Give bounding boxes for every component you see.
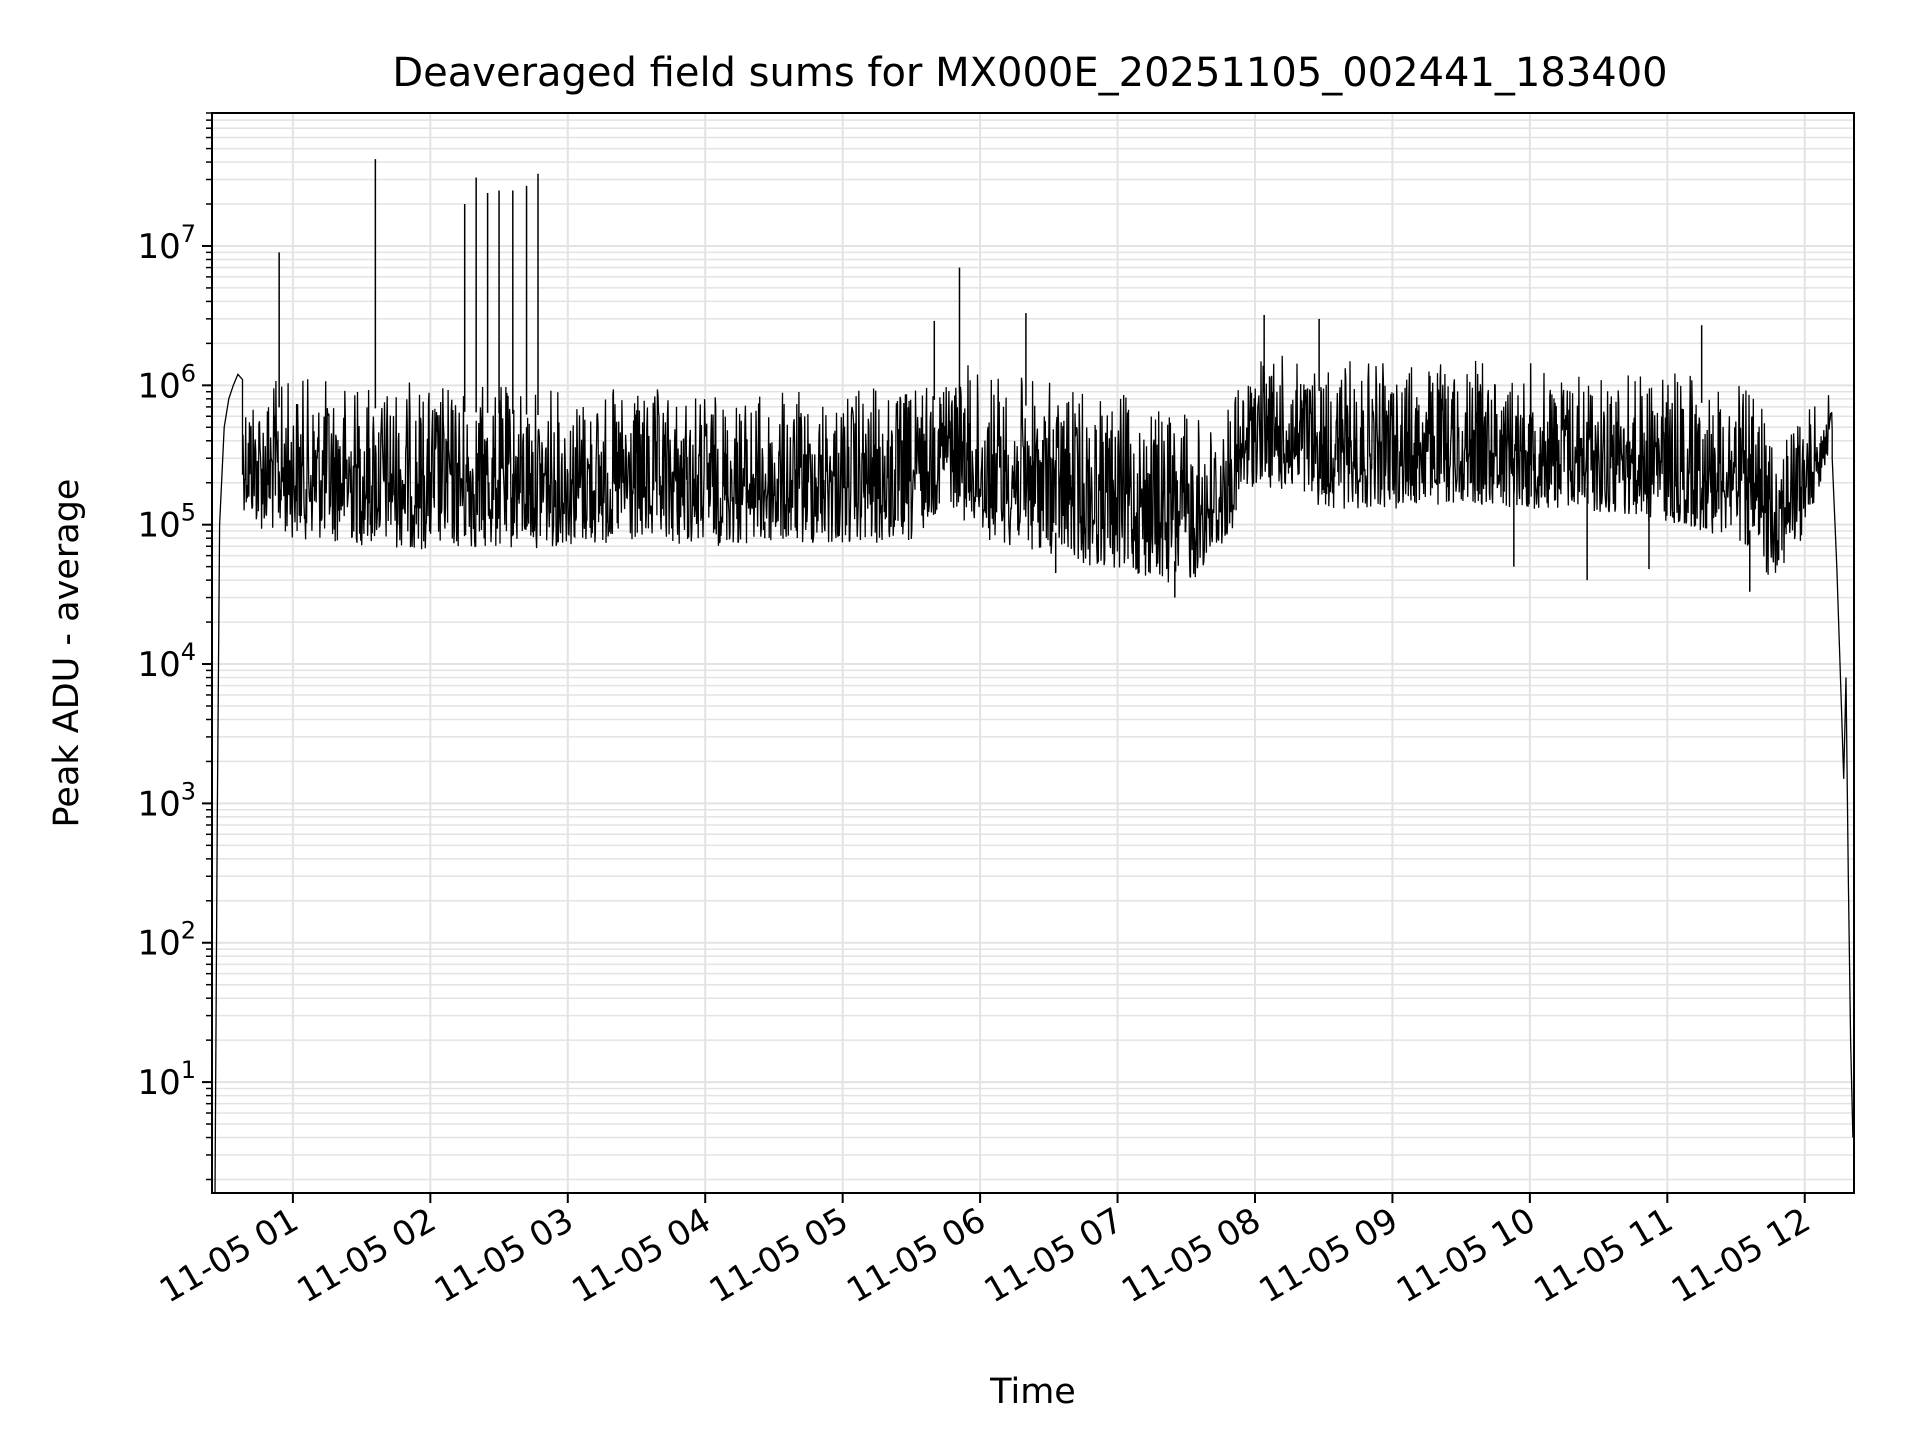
y-axis: 101 102 103 104 105 106 107 [137,112,212,1181]
y-tick-label: 105 [137,499,196,546]
y-tick-label: 101 [137,1056,196,1103]
y-tick-label: 106 [137,359,196,406]
series-path [214,355,1854,1194]
chart-title: Deaveraged field sums for MX000E_2025110… [392,50,1667,96]
x-axis-label: Time [989,1372,1076,1412]
y-tick-label: 107 [137,220,196,267]
plot-frame [211,112,1855,1194]
grid [212,112,1854,1193]
y-axis-label: Peak ADU - average [47,479,87,828]
series-line [214,159,1854,1194]
plot-background [212,113,1854,1193]
y-tick-label: 104 [137,638,196,685]
y-tick-label: 103 [137,777,196,824]
y-tick-label: 102 [137,917,196,964]
